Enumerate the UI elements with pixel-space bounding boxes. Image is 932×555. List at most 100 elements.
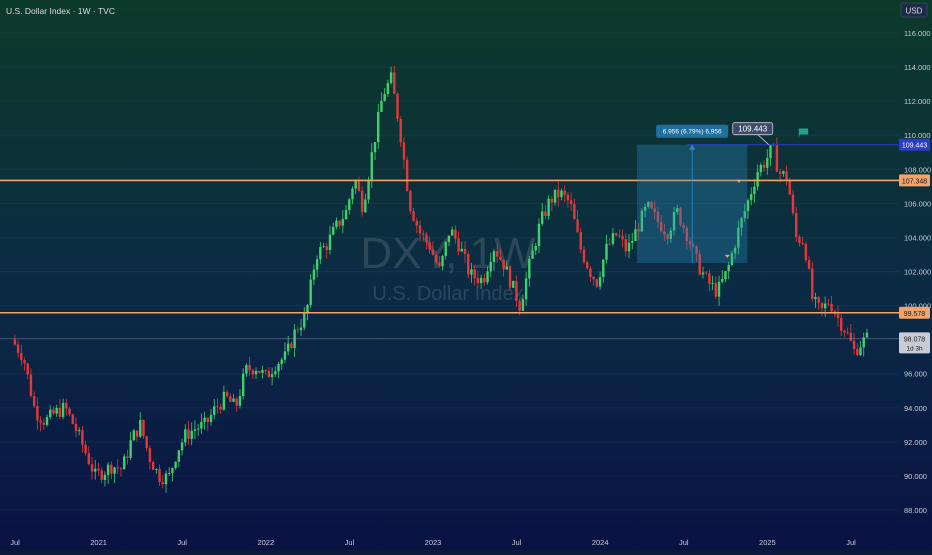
candle-body [425, 234, 428, 243]
candle-body [23, 360, 26, 364]
candle-body [830, 304, 833, 312]
candle-body [116, 467, 119, 469]
candle-body [669, 230, 673, 239]
candle-body [634, 229, 637, 242]
currency-badge[interactable]: USD [900, 2, 928, 18]
candle-body [360, 190, 364, 213]
candle-body [489, 261, 492, 272]
candle-body [775, 144, 779, 172]
candle-body [582, 249, 586, 263]
candle-body [383, 93, 386, 101]
candle-body [405, 159, 409, 191]
candle-body [267, 370, 271, 378]
candle-body [422, 233, 425, 235]
candle-body [270, 374, 274, 378]
candle-body [402, 142, 406, 160]
candle-body [756, 172, 759, 187]
candle-body [393, 72, 396, 94]
candle-body [666, 234, 669, 239]
candle-body [624, 239, 627, 252]
candle-body [791, 194, 795, 214]
candle-body [213, 406, 216, 415]
candle-body [357, 181, 361, 191]
y-axis: 88.00090.00092.00094.00096.00098.000100.… [0, 29, 931, 515]
candle-body [592, 276, 595, 280]
candle-body [261, 370, 264, 374]
candle-body [274, 371, 277, 375]
candle-body [727, 264, 730, 272]
candle-body [399, 118, 402, 143]
current-price-tag-bg [899, 332, 930, 354]
x-tick-label: Jul [345, 538, 355, 547]
candle-body [29, 374, 33, 397]
candle-body [103, 474, 107, 480]
candle-body [139, 419, 142, 437]
candle-body [537, 223, 541, 247]
candle-body [434, 254, 438, 263]
candle-body [701, 272, 705, 275]
candle-body [151, 461, 155, 470]
candle-body [122, 456, 126, 470]
candle-body [222, 391, 226, 410]
candle-body [36, 406, 39, 421]
candle-body [155, 469, 158, 470]
candle-body [328, 234, 332, 251]
x-tick-label: Jul [10, 538, 20, 547]
candle-body [264, 370, 267, 371]
candle-body [679, 208, 682, 226]
candle-body [733, 247, 737, 254]
candle-body [749, 194, 753, 201]
flag-marker [799, 128, 809, 135]
candle-body [663, 231, 666, 235]
candle-body [296, 329, 300, 331]
candle-body [171, 468, 174, 474]
candle-body [119, 468, 123, 470]
candle-body [42, 422, 46, 425]
candle-body [531, 250, 534, 259]
candle-body [849, 332, 853, 341]
candle-body [190, 430, 193, 439]
candle-body [193, 429, 197, 431]
candle-body [225, 391, 229, 397]
candle-body [589, 268, 592, 277]
candle-body [544, 211, 547, 216]
price-tag-bg [899, 174, 930, 187]
candle-body [505, 266, 509, 270]
candle-body [836, 314, 840, 318]
candle-body [238, 396, 242, 406]
candle-body [827, 303, 830, 305]
candle-body [20, 352, 23, 361]
y-tick-label: 116.000 [904, 29, 931, 38]
candle-body [579, 231, 582, 250]
candle-body [785, 171, 788, 181]
candle-body [467, 254, 470, 275]
candle-body [746, 200, 750, 212]
x-tick-label: Jul [512, 538, 522, 547]
candle-body [820, 302, 824, 309]
candle-body [441, 255, 444, 267]
candle-body [158, 469, 161, 483]
y-tick-label: 94.000 [904, 404, 927, 413]
candle-body [512, 280, 515, 288]
x-axis: Jul 2021 Jul 2022 Jul 2023 Jul 2024 Jul 2025 Jul [10, 538, 856, 547]
candle-body [643, 206, 647, 211]
candle-body [753, 186, 756, 195]
candle-body [306, 305, 309, 314]
candle-body [68, 408, 71, 415]
candle-body [351, 188, 354, 200]
candle-body [26, 363, 29, 375]
candle-body [90, 464, 94, 472]
candle-body [331, 226, 335, 235]
candle-body [113, 467, 116, 474]
current-price-label: 98.078 [904, 336, 926, 343]
candle-body [13, 339, 17, 345]
candle-body [798, 236, 801, 243]
candle-body [396, 93, 399, 119]
candle-body [743, 211, 746, 219]
y-tick-label: 112.000 [904, 97, 931, 106]
candle-body [450, 229, 454, 236]
candle-body [454, 229, 457, 239]
candle-body [367, 179, 370, 200]
